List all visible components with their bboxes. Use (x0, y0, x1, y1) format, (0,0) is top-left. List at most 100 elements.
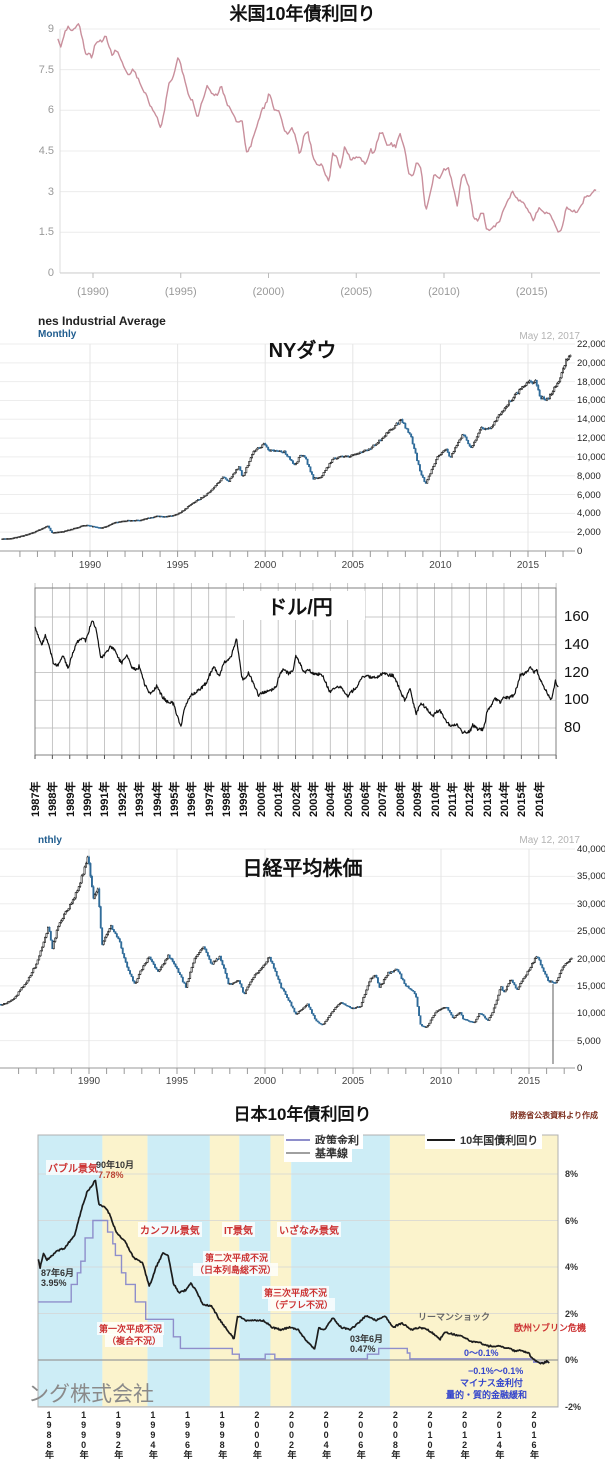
tick-label: (2000) (252, 286, 285, 298)
usdjpy-title: ドル/円 (235, 591, 365, 620)
tick-label: 7.5 (38, 63, 54, 76)
tick-label: 16,000 (577, 395, 605, 407)
tick-label: 1987年 (30, 781, 42, 817)
tick-label: 6,000 (577, 489, 601, 501)
tick-label: 4% (565, 1262, 579, 1272)
tick-label: 2006年 (360, 781, 373, 817)
tick-label: 1990年 (82, 781, 95, 817)
tick-label: 2015年 (516, 781, 529, 817)
tick-label: 1993年 (134, 781, 147, 817)
legend-item-jgb-yield: 10年国債利回り (425, 1131, 543, 1149)
chart-annotation: 7.78% (98, 1170, 124, 1180)
tick-label: 2009年 (412, 781, 425, 817)
chart-annotation: 0〜0.1% (464, 1348, 499, 1358)
tick-label: 2004年 (321, 1410, 332, 1459)
tick-label: 14,000 (577, 414, 605, 426)
tick-label: 2008年 (390, 1410, 401, 1459)
tick-label: 100 (564, 691, 590, 709)
tick-label: 4,000 (577, 508, 601, 520)
chart-annotation: 第三次平成不況 (262, 1286, 330, 1299)
chart-annotation: マイナス金利付 (460, 1378, 523, 1388)
tick-label: 1991年 (99, 781, 112, 817)
tick-label: 6% (565, 1215, 579, 1226)
tick-label: 2012年 (459, 1410, 470, 1459)
tick-label: 20,000 (577, 357, 605, 369)
chart-annotation: 90年10月 (96, 1160, 135, 1170)
tick-label: 1998年 (221, 781, 234, 817)
tick-label: 1988年 (44, 1410, 54, 1459)
tick-label: 8% (565, 1169, 579, 1179)
chart-annotation: （複合不況） (105, 1334, 164, 1347)
chart-annotation: −0.1%〜0.1% (468, 1366, 524, 1376)
nikkei-date-label: May 12, 2017 (519, 835, 580, 846)
jgb-yield-legend-label: 10年国債利回り (460, 1135, 539, 1147)
tick-label: 25,000 (577, 926, 605, 938)
tick-label: 1990年 (78, 1410, 89, 1459)
tick-label: 2010年 (425, 1410, 436, 1459)
tick-label: 80 (564, 719, 581, 736)
tick-label: 2003年 (307, 781, 320, 817)
tick-label: 6 (47, 104, 54, 117)
tick-label: 3 (47, 185, 54, 198)
tick-label: (1995) (164, 286, 197, 298)
tick-label: 1999年 (238, 781, 251, 817)
chart-annotation: （デフレ不況） (268, 1298, 336, 1311)
nikkei-frequency-label: nthly (38, 835, 62, 846)
tick-label: 2007年 (377, 781, 390, 817)
tick-label: 1992年 (116, 781, 129, 817)
tick-label: 22,000 (577, 339, 605, 350)
tick-label: 1992年 (113, 1410, 124, 1459)
tick-label: 1990 (78, 560, 102, 571)
tick-label: 160 (564, 608, 590, 625)
tick-label: 2,000 (577, 527, 601, 539)
tick-label: 2000 (253, 1076, 277, 1087)
chart-annotation: 第一次平成不況 (97, 1322, 165, 1335)
tick-label: 1997年 (203, 781, 216, 817)
tick-label: 1988年 (47, 781, 60, 817)
nikkei-title: 日経平均株価 (242, 858, 363, 880)
chart-annotation: 量的・質的金融緩和 (446, 1390, 528, 1400)
chart-annotation: バブル景気 (46, 1160, 100, 1175)
tick-label: 2015 (516, 560, 540, 571)
tick-label: 40,000 (577, 844, 605, 855)
tick-label: 2006年 (355, 1410, 366, 1459)
tick-label: 2000 (254, 560, 277, 571)
policy-rate-line-swatch (286, 1139, 310, 1141)
baseline-legend-label: 基準線 (315, 1148, 348, 1160)
tick-label: 2004年 (325, 781, 338, 817)
tick-label: 0 (577, 546, 583, 557)
chart-annotation: カンフル景気 (138, 1222, 202, 1237)
jgb-source-note: 財務省公表資料より作成 (510, 1111, 598, 1120)
tick-label: 120 (564, 663, 590, 681)
tick-label: 2002年 (286, 1410, 297, 1459)
tick-label: 2000年 (255, 781, 268, 817)
tick-label: 8,000 (577, 470, 601, 482)
tick-label: 1995 (166, 560, 189, 571)
tick-label: 10,000 (577, 1008, 605, 1020)
watermark-text: ング株式会社 (28, 1383, 154, 1406)
chart-annotation: 0.47% (350, 1344, 376, 1354)
tick-label: 2014年 (494, 1410, 505, 1459)
tick-label: 2010 (429, 1076, 453, 1087)
tick-label: 5,000 (577, 1035, 601, 1047)
chart-annotation: リーマンショック (418, 1312, 491, 1322)
chart-annotation: いざなみ景気 (277, 1222, 341, 1237)
tick-label: 2011年 (446, 782, 459, 817)
tick-label: 0% (565, 1355, 579, 1365)
us10y-title: 米国10年債利回り (229, 4, 376, 24)
tick-label: 2012年 (464, 781, 477, 817)
tick-label: 1989年 (64, 781, 77, 817)
tick-label: 12,000 (577, 433, 605, 445)
chart-annotation: 第二次平成不況 (203, 1251, 271, 1264)
jgb-yield-line-swatch (427, 1139, 455, 1141)
tick-label: 2010年 (429, 781, 442, 817)
tick-label: (2010) (428, 286, 460, 298)
chart-annotation: 03年6月 (350, 1334, 384, 1344)
tick-label: 1996年 (182, 1410, 193, 1459)
tick-label: -2% (565, 1401, 582, 1412)
chart-annotation: 欧州ソブリン危機 (514, 1323, 587, 1333)
tick-label: 15,000 (577, 980, 605, 992)
tick-label: 1995 (165, 1076, 189, 1087)
tick-label: (2015) (515, 286, 548, 298)
